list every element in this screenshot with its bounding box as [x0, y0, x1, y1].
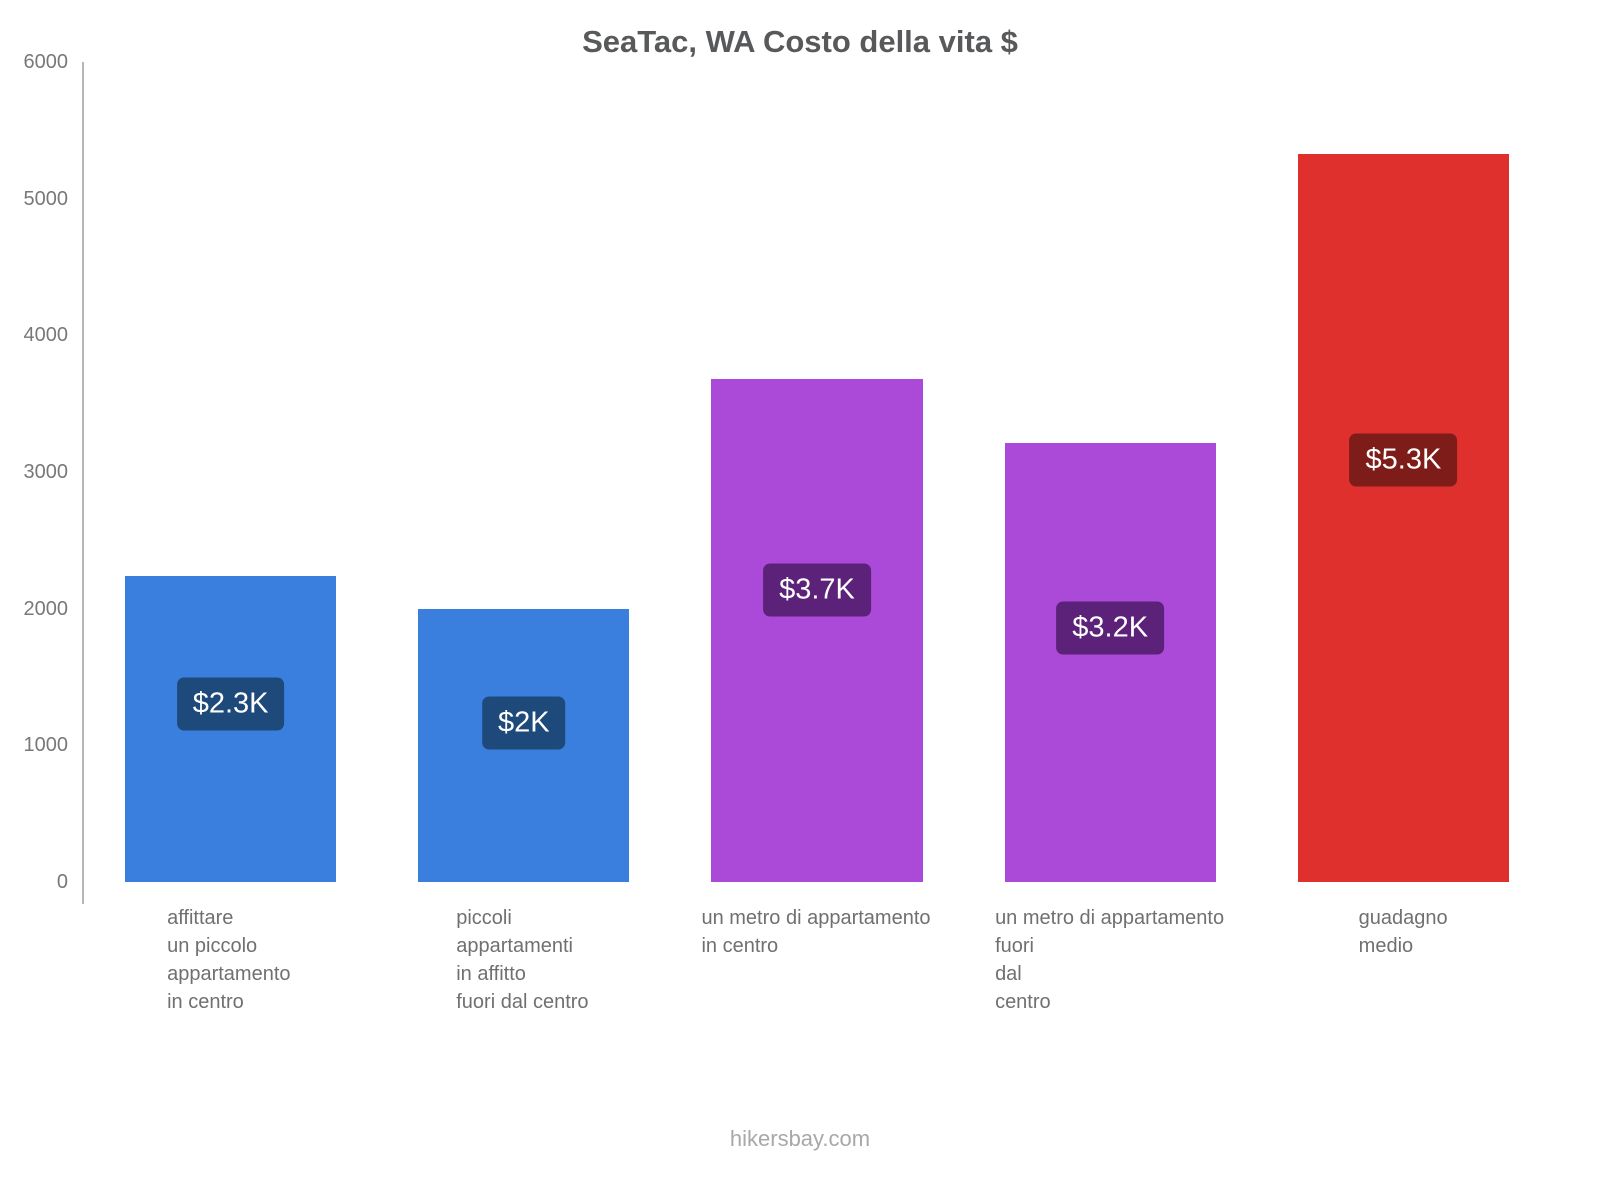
- y-tick-label: 4000: [23, 324, 69, 347]
- x-tick-label: piccoli appartamenti in affitto fuori da…: [456, 907, 589, 1013]
- plot-area: 0 1000 2000 3000 4000 5000 6000 $2.3K $2K $3.7K $3…: [24, 52, 1550, 904]
- y-tick-label: 2000: [23, 597, 69, 620]
- bar-slot: $2.3K: [84, 62, 377, 882]
- y-tick-label: 5000: [23, 187, 69, 210]
- bar-1: $2.3K: [125, 575, 337, 882]
- x-axis: affittare un piccolo appartamento in cen…: [82, 904, 1550, 1016]
- bar-value-label: $2.3K: [176, 677, 285, 731]
- x-tick-label: un metro di appartamento in centro: [701, 907, 931, 957]
- y-tick-label: 0: [56, 871, 68, 893]
- footer-watermark: hikersbay.com: [729, 1126, 871, 1151]
- bar-chart: 0 1000 2000 3000 4000 5000 6000 $2.3K $2K $3.7K $3…: [24, 52, 1550, 904]
- bar-slot: $5.3K: [1257, 62, 1550, 882]
- x-tick-label: affittare un piccolo appartamento in cen…: [167, 907, 291, 1013]
- bar-value-label: $3.7K: [763, 563, 871, 617]
- y-tick-label: 6000: [23, 51, 69, 73]
- bar-slot: $2K: [377, 62, 670, 882]
- bar-3: $3.7K: [711, 379, 923, 882]
- y-tick-label: 3000: [23, 461, 69, 483]
- x-tick-label: un metro di appartamento fuori dal centr…: [995, 907, 1225, 1013]
- bar-5: $5.3K: [1297, 153, 1509, 882]
- bar-slot: $3.7K: [670, 62, 963, 882]
- bar-4: $3.2K: [1004, 443, 1216, 882]
- chart-title: SeaTac, WA Costo della vita $: [582, 24, 1018, 59]
- bar-value-label: $5.3K: [1349, 433, 1458, 486]
- bar-value-label: $2K: [481, 696, 566, 750]
- bar-2: $2K: [418, 608, 630, 882]
- bar-slot: $3.2K: [964, 62, 1257, 882]
- x-tick-label: guadagno medio: [1358, 907, 1448, 957]
- bar-value-label: $3.2K: [1056, 601, 1165, 655]
- y-tick-label: 1000: [23, 734, 69, 757]
